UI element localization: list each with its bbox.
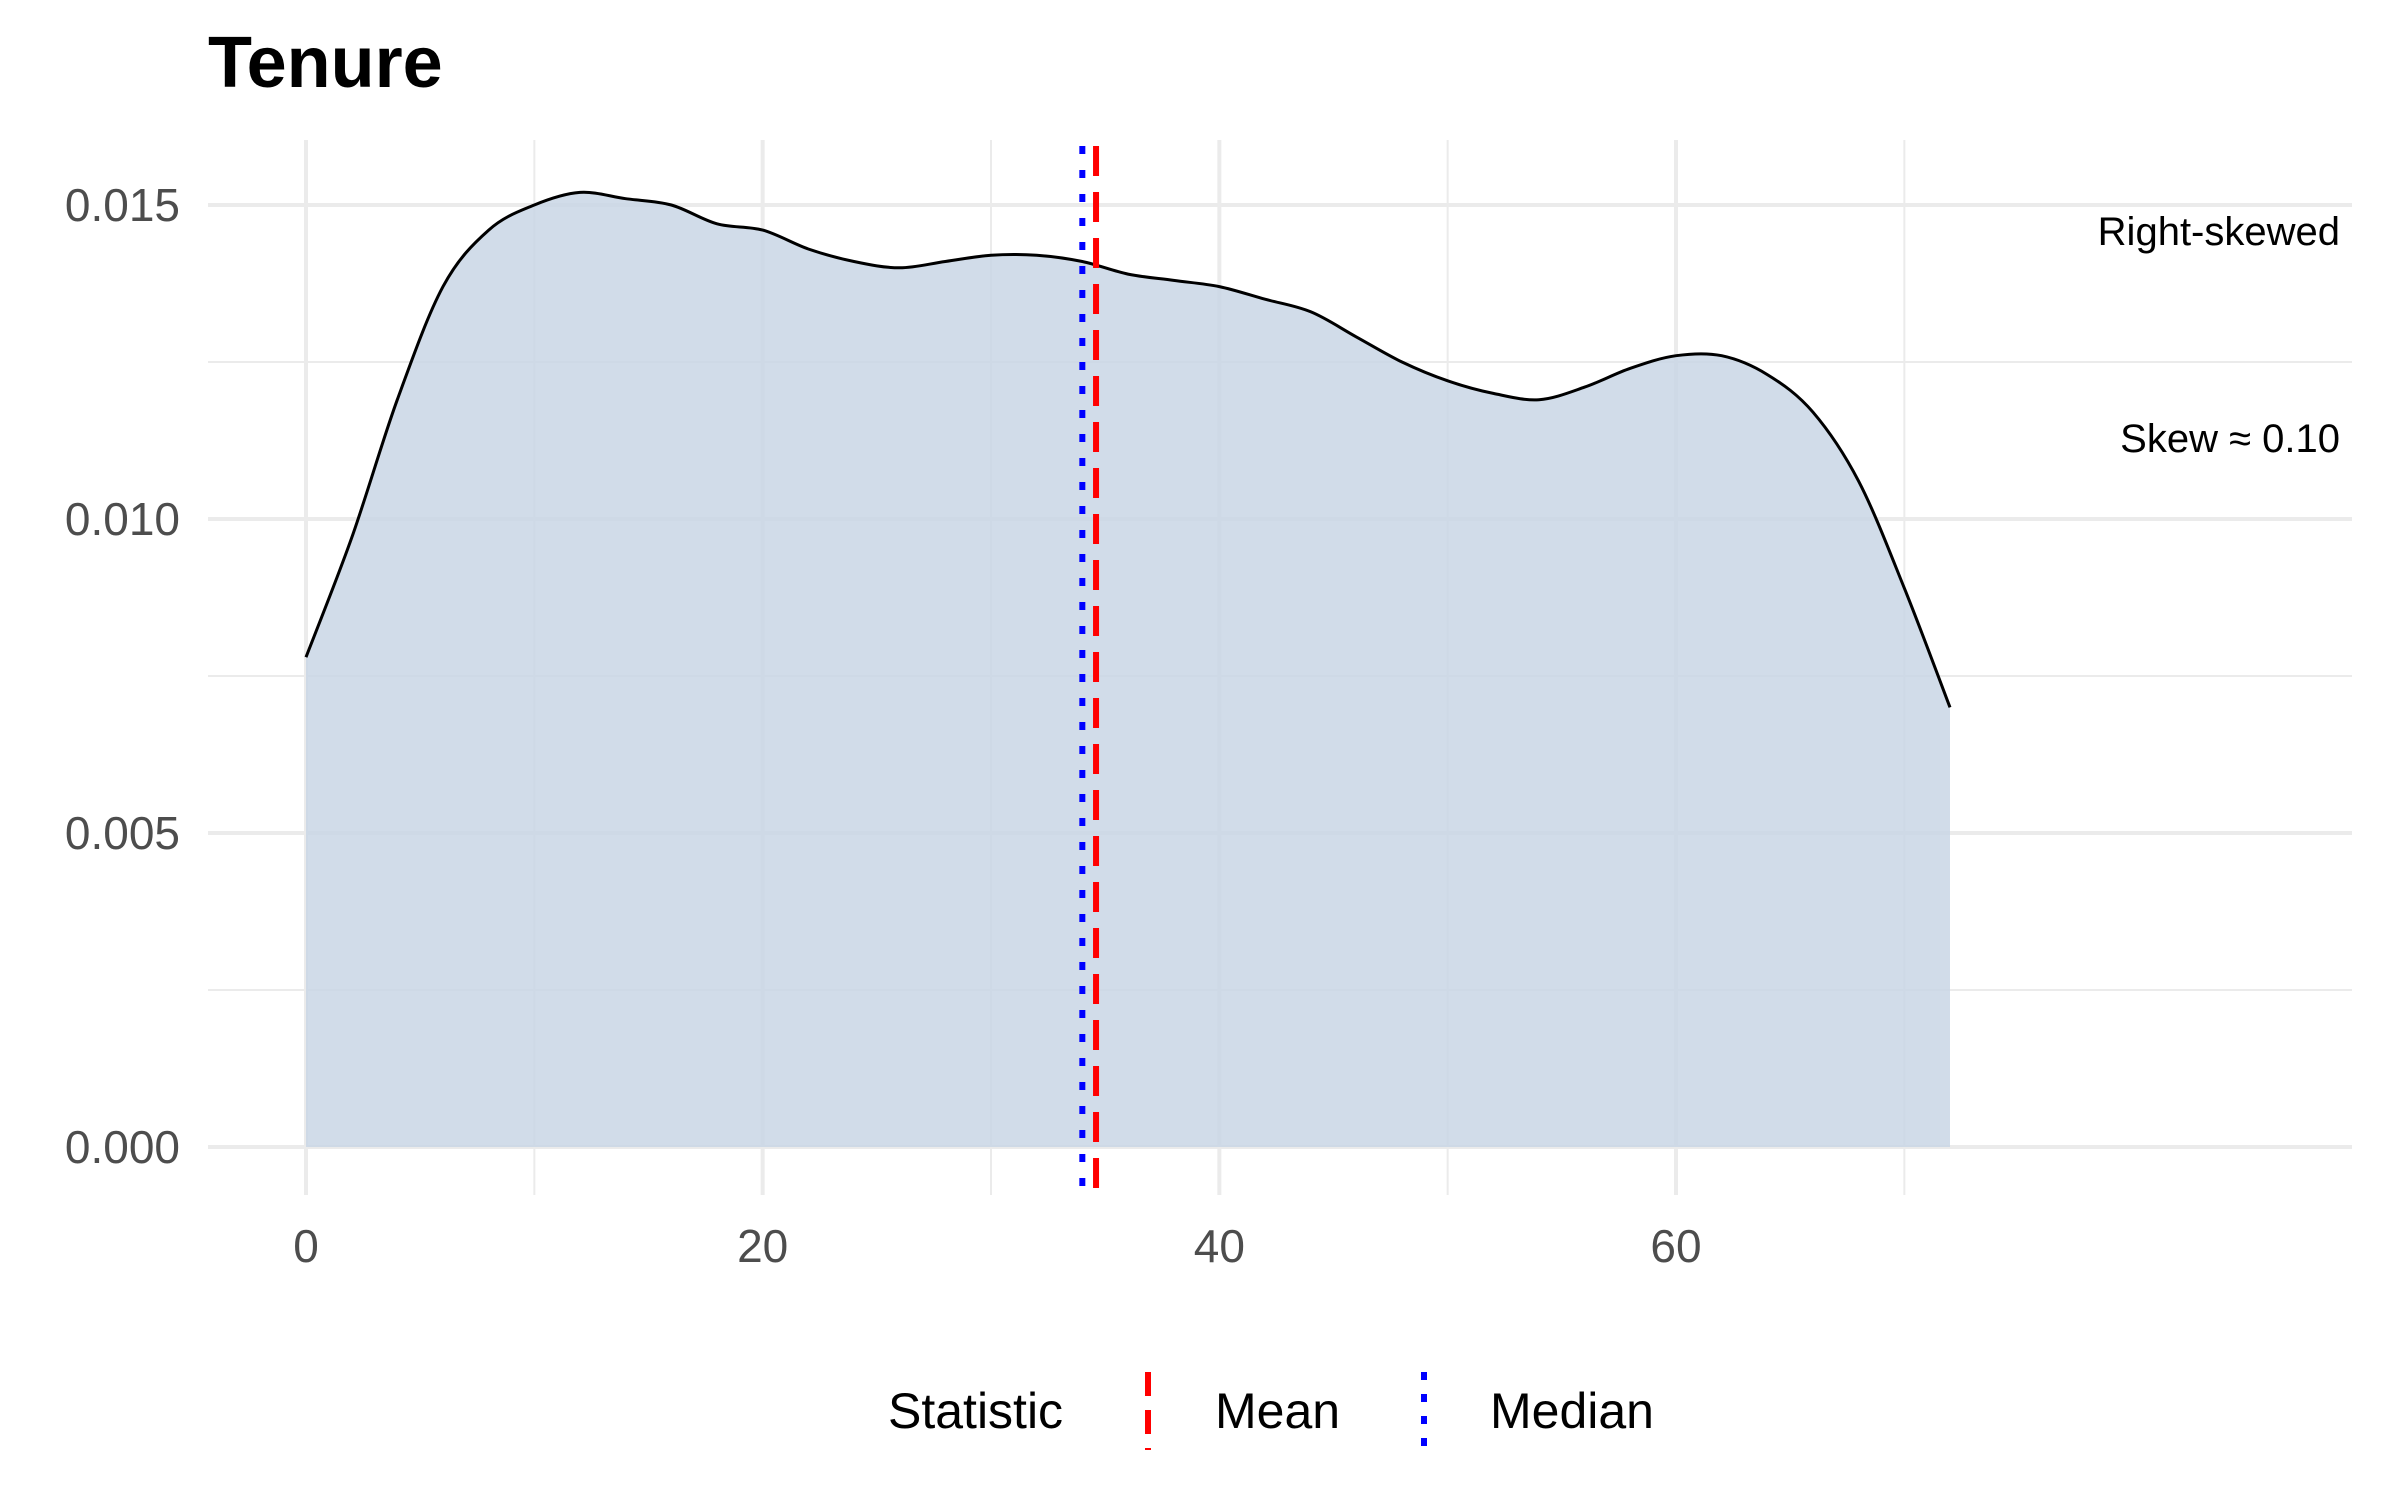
annotation-label: Right-skewed xyxy=(2098,210,2340,254)
x-tick-label: 40 xyxy=(1194,1220,1245,1272)
x-tick-label: 0 xyxy=(293,1220,319,1272)
legend: Statistic Mean Median xyxy=(888,1372,1654,1450)
axis-labels: 0.000 0.005 0.010 0.015 0 20 40 60 xyxy=(65,179,1702,1272)
y-tick-label: 0.015 xyxy=(65,179,180,231)
density-curve xyxy=(304,190,1952,708)
y-tick-label: 0.000 xyxy=(65,1121,180,1173)
y-tick-label: 0.010 xyxy=(65,493,180,545)
legend-title: Statistic xyxy=(888,1383,1063,1439)
mean-legend-label: Mean xyxy=(1215,1383,1340,1439)
x-tick-label: 20 xyxy=(737,1220,788,1272)
density-fill xyxy=(306,192,1950,1147)
median-legend-label: Median xyxy=(1490,1383,1654,1439)
annotations: Right-skewed Skew ≈ 0.10 xyxy=(2098,210,2340,461)
chart-title: Tenure xyxy=(208,23,443,103)
y-tick-label: 0.005 xyxy=(65,807,180,859)
annotation-label: Skew ≈ 0.10 xyxy=(2120,417,2340,461)
reference-lines xyxy=(1079,146,1100,1195)
density-area xyxy=(304,190,1952,1147)
x-tick-label: 60 xyxy=(1650,1220,1701,1272)
